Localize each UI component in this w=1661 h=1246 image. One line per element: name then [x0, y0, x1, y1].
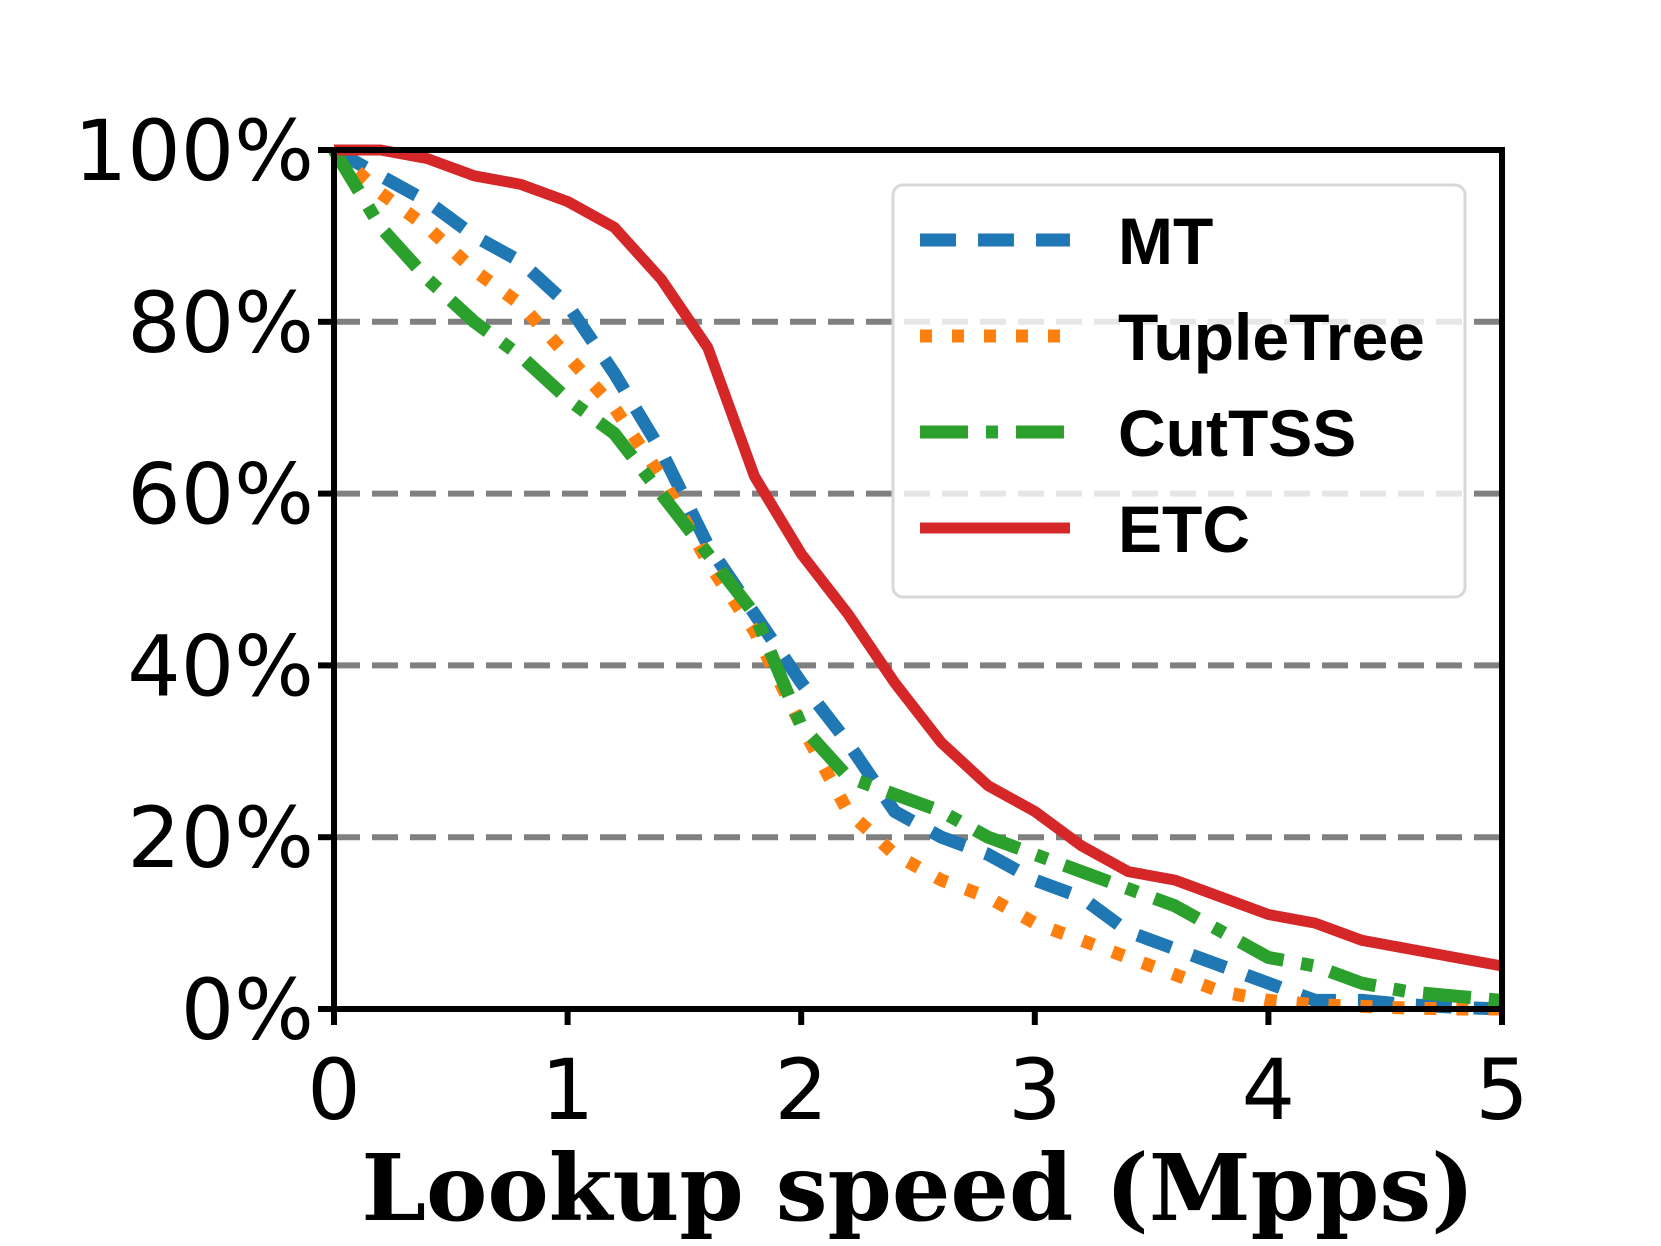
series-line-tupletree [329, 145, 1502, 1016]
x-tick-label: 1 [541, 1041, 594, 1139]
y-tick-label: 0% [181, 961, 314, 1059]
series-line-etc [334, 144, 1503, 972]
series-line-cuttss [328, 146, 1503, 1007]
x-axis: 0 1 2 3 4 5 [307, 1009, 1529, 1139]
y-tick-label: 20% [127, 789, 314, 887]
series-layer [328, 144, 1503, 1016]
x-tick-label: 2 [774, 1041, 827, 1139]
y-tick-label: 60% [127, 446, 314, 544]
legend: MT TupleTree CutTSS ETC [891, 183, 1467, 599]
legend-label-mt: MT [1118, 204, 1213, 278]
legend-label-tupletree: TupleTree [1118, 300, 1425, 374]
y-tick-label: 100% [74, 102, 314, 200]
y-tick-label: 40% [127, 617, 314, 715]
y-tick-label: 80% [127, 274, 314, 372]
x-tick-label: 5 [1475, 1041, 1528, 1139]
x-tick-label: 0 [307, 1041, 360, 1139]
x-tick-label: 3 [1008, 1041, 1061, 1139]
x-tick-label: 4 [1242, 1041, 1295, 1139]
legend-label-cuttss: CutTSS [1118, 396, 1356, 470]
legend-box [891, 183, 1467, 599]
legend-label-etc: ETC [1118, 492, 1250, 566]
x-axis-label: Lookup speed (Mpps) [361, 1134, 1474, 1242]
plot-frame [331, 147, 1505, 1012]
y-axis: 0% 20% 40% 60% 80% 100% [74, 102, 334, 1059]
